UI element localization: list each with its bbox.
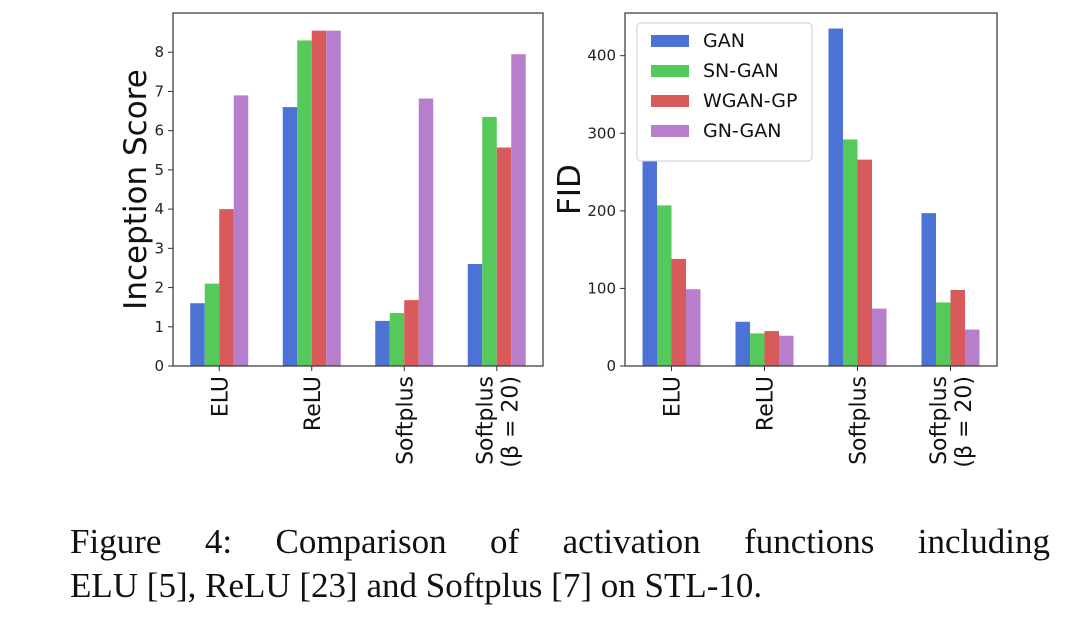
plot-frame — [172, 12, 544, 367]
x-category-label: Softplus — [927, 376, 952, 465]
bar-wgan-gp — [950, 289, 965, 366]
legend-swatch — [651, 125, 689, 137]
bar-gan — [282, 107, 298, 366]
y-axis-label: Inception Score — [118, 69, 154, 310]
bar-gn-gan — [233, 95, 249, 366]
legend-label: WGAN-GP — [703, 90, 797, 112]
bar-sn-gan — [936, 302, 951, 366]
y-tick-label: 4 — [154, 200, 164, 218]
y-tick-label: 1 — [154, 318, 164, 336]
y-tick-label: 400 — [587, 47, 616, 65]
bar-wgan-gp — [671, 258, 686, 366]
bar-sn-gan — [482, 116, 497, 366]
bar-gn-gan — [779, 335, 794, 366]
bar-sn-gan — [843, 139, 858, 366]
bar-gn-gan — [872, 308, 887, 366]
y-tick-label: 200 — [587, 202, 616, 220]
caption-line-2: ELU [5], ReLU [23] and Softplus [7] on S… — [70, 566, 763, 605]
x-category-label: ReLU — [754, 376, 779, 431]
bar-gan — [921, 213, 936, 366]
bar-wgan-gp — [311, 30, 327, 367]
y-axis-label: FID — [552, 164, 588, 215]
x-category-label: ELU — [208, 376, 233, 417]
bar-sn-gan — [297, 40, 312, 366]
bar-gan — [375, 320, 390, 366]
bar-gn-gan — [418, 98, 434, 366]
bar-gn-gan — [511, 54, 526, 366]
legend-label: GN-GAN — [703, 120, 781, 142]
y-tick-label: 3 — [154, 239, 164, 257]
bar-sn-gan — [389, 313, 405, 366]
bar-wgan-gp — [219, 209, 234, 366]
x-category-label: Softplus — [847, 376, 872, 465]
bar-gan — [190, 303, 205, 366]
y-tick-label: 5 — [154, 161, 164, 179]
y-tick-label: 2 — [154, 279, 164, 297]
y-tick-label: 6 — [154, 122, 164, 140]
bar-wgan-gp — [764, 331, 779, 366]
plot-frame — [624, 12, 998, 367]
x-category-label: (β = 20) — [952, 376, 977, 468]
bar-gan — [642, 156, 657, 366]
legend-swatch — [651, 35, 689, 47]
bar-gan — [735, 321, 750, 366]
legend: GAN SN-GAN WGAN-GP GN-GAN — [636, 22, 813, 162]
x-category-label: Softplus — [473, 376, 498, 465]
y-tick-label: 0 — [606, 357, 616, 375]
legend-label: GAN — [703, 30, 745, 52]
bar-sn-gan — [204, 283, 220, 366]
y-tick-label: 0 — [154, 357, 164, 375]
x-category-label: ReLU — [301, 376, 326, 431]
caption-line-1: Figure 4: Comparison of activation funct… — [70, 522, 1050, 561]
y-tick-label: 7 — [154, 82, 164, 100]
x-category-label: Softplus — [393, 376, 418, 465]
y-tick-label: 8 — [154, 43, 164, 61]
bar-gn-gan — [686, 289, 701, 366]
bar-gn-gan — [965, 329, 980, 366]
bar-wgan-gp — [857, 159, 872, 366]
legend-swatch — [651, 65, 689, 77]
legend-label: SN-GAN — [703, 60, 779, 82]
legend-swatch — [651, 95, 689, 107]
bar-gn-gan — [326, 30, 341, 367]
bar-wgan-gp — [496, 147, 512, 366]
bar-wgan-gp — [404, 300, 419, 366]
x-category-label: ELU — [661, 376, 686, 417]
bar-gan — [828, 28, 843, 367]
y-tick-label: 100 — [587, 279, 616, 297]
bar-gan — [467, 264, 483, 366]
bar-sn-gan — [657, 205, 672, 366]
x-category-label: (β = 20) — [498, 376, 523, 468]
y-tick-label: 300 — [587, 124, 616, 142]
bar-sn-gan — [750, 333, 765, 366]
figure-caption: Figure 4: Comparison of activation funct… — [70, 520, 1050, 608]
